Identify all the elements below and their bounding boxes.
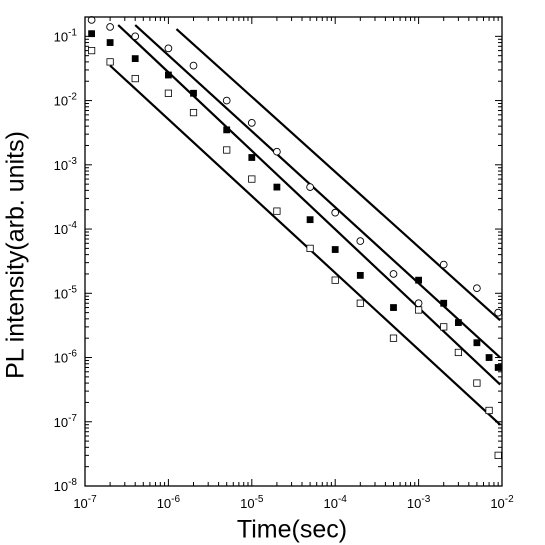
plot-frame xyxy=(84,16,503,487)
open-square-point xyxy=(306,244,314,252)
y-tick-label: 10-6 xyxy=(54,349,78,366)
open-circle-point xyxy=(356,237,365,245)
open-circle-point xyxy=(414,299,423,308)
open-circle-point xyxy=(473,284,481,293)
open-square-point xyxy=(131,74,139,83)
filled-square-point xyxy=(306,216,314,224)
y-tick-label: 10-7 xyxy=(54,413,78,430)
y-tick-label: 10-5 xyxy=(54,284,78,301)
open-square-point xyxy=(414,306,423,314)
x-axis-label: Time(sec) xyxy=(236,515,348,544)
fit-line xyxy=(109,64,501,426)
fit-lines xyxy=(109,24,501,426)
open-circle-point xyxy=(306,183,314,191)
x-tick-label: 10-7 xyxy=(73,494,97,511)
x-tick-label: 10-3 xyxy=(407,494,431,511)
data-points xyxy=(87,16,503,459)
open-circle-point xyxy=(222,96,231,105)
open-square-point xyxy=(454,348,462,357)
filled-square-point xyxy=(106,39,114,46)
y-tick-label: 10-3 xyxy=(54,156,78,173)
open-circle-point xyxy=(164,44,173,53)
open-square-point xyxy=(248,175,256,183)
x-tick-label: 10-2 xyxy=(490,494,514,511)
filled-square-point xyxy=(440,299,448,307)
open-circle-point xyxy=(247,119,256,127)
open-square-point xyxy=(88,46,96,55)
open-square-point xyxy=(356,299,364,307)
open-square-point xyxy=(223,146,231,154)
filled-square-point xyxy=(223,126,231,134)
open-circle-point xyxy=(494,308,503,317)
open-square-point xyxy=(189,108,198,117)
filled-square-point xyxy=(494,364,502,371)
filled-square-point xyxy=(356,271,364,279)
open-circle-point xyxy=(273,147,281,156)
open-square-point xyxy=(494,451,502,459)
filled-square-point xyxy=(485,354,493,361)
filled-square-point xyxy=(390,304,397,311)
open-circle-point xyxy=(389,270,398,278)
filled-square-point xyxy=(454,319,462,326)
x-tick-label: 10-6 xyxy=(157,494,181,511)
open-square-point xyxy=(164,89,172,97)
fit-line xyxy=(117,24,501,386)
fit-line xyxy=(134,24,501,359)
open-square-point xyxy=(273,207,281,215)
open-circle-point xyxy=(439,260,448,269)
y-axis-label: PL intensity(arb. units) xyxy=(1,131,30,379)
fit-line xyxy=(175,28,501,322)
open-square-point xyxy=(485,406,493,415)
open-square-point xyxy=(389,334,398,342)
filled-square-point xyxy=(331,246,339,253)
filled-square-point xyxy=(415,276,422,284)
filled-square-point xyxy=(248,154,256,161)
filled-square-point xyxy=(273,183,281,191)
open-circle-point xyxy=(189,61,198,70)
open-circle-point xyxy=(106,23,114,31)
filled-square-point xyxy=(165,71,172,79)
open-square-point xyxy=(331,276,339,284)
filled-square-point xyxy=(88,30,96,38)
open-circle-point xyxy=(131,32,140,41)
open-square-point xyxy=(473,379,481,387)
y-tick-label: 10-1 xyxy=(54,27,78,44)
open-square-point xyxy=(106,58,114,66)
filled-square-point xyxy=(190,89,197,97)
x-tick-label: 10-4 xyxy=(324,494,348,511)
open-circle-point xyxy=(331,208,340,217)
axis-ticks xyxy=(84,16,503,487)
y-tick-label: 10-8 xyxy=(54,477,78,494)
x-tick-label: 10-5 xyxy=(240,494,264,511)
open-square-point xyxy=(440,323,448,331)
y-tick-label: 10-2 xyxy=(54,92,78,109)
y-tick-label: 10-4 xyxy=(54,220,78,237)
filled-square-point xyxy=(131,55,139,63)
tick-labels: 10-7 10-6 10-5 10-4 10-3 10-210-810-710-610-5… xyxy=(54,27,514,511)
filled-square-point xyxy=(473,339,481,347)
